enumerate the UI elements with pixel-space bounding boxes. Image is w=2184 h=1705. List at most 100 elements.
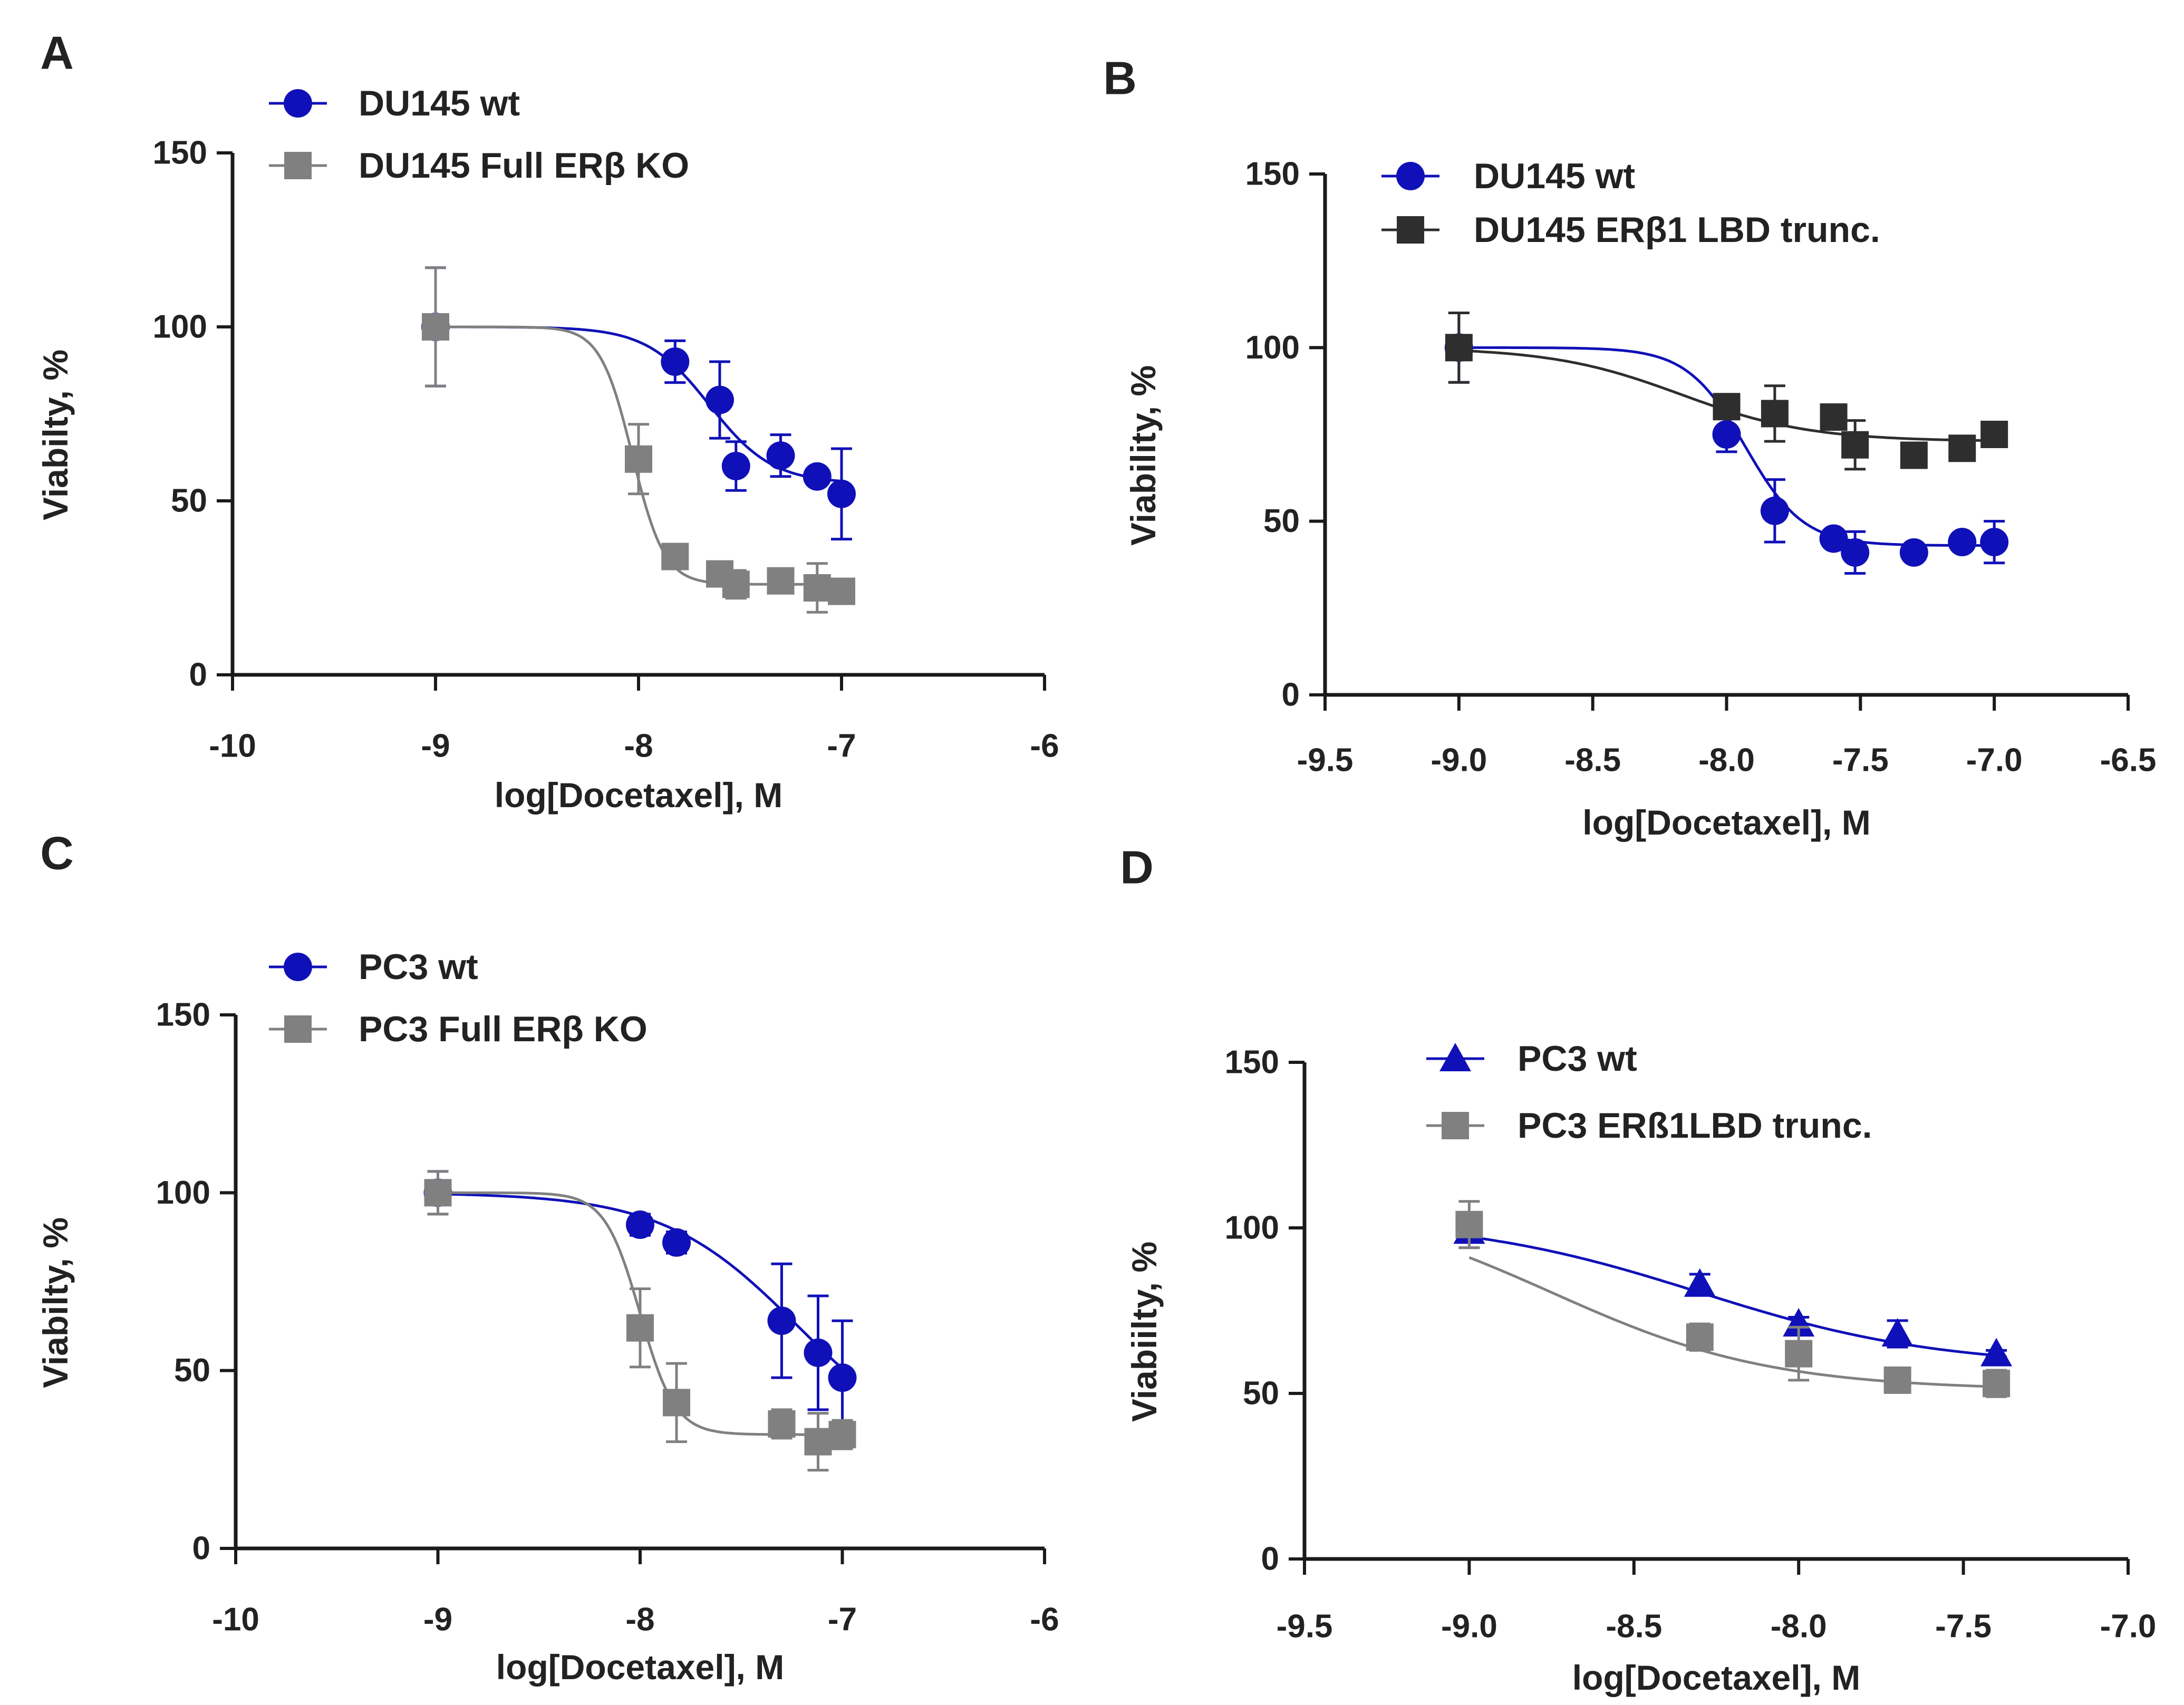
panel-a-x-tick-label: -9 [421,728,450,764]
panel-b-x-tick-label: -8.0 [1698,742,1755,779]
panel-a-x-tick-label: -7 [827,728,856,764]
panel-b-data-point [1761,400,1789,428]
panel-b-y-tick-label: 0 [1282,677,1300,713]
panel-a-data-point [422,313,449,341]
panel-a-y-axis-title: Viabilty, % [36,350,75,520]
panel-d-x-tick-label: -7.5 [1935,1609,1992,1645]
panel-b-y-tick-label: 100 [1245,330,1300,366]
panel-d-x-tick-label: -8.5 [1606,1609,1662,1645]
panel-b-series-1 [1444,311,2009,575]
panel-d-legend-item-1: PC3 wt [1426,1039,1637,1079]
panel-b: B 0 50 100 150 -9.5 -9.0 -8.5 -8.0 -7.5 -7.0 -6.5 lo… [1103,52,2156,842]
panel-b-legend-label: DU145 wt [1474,156,1635,196]
panel-c-data-point [804,1338,833,1367]
panel-b-data-point [1713,393,1741,421]
panel-b-x-axis-title: log[Docetaxel], M [1582,803,1870,842]
panel-c-y-tick-label: 100 [156,1175,210,1211]
panel-c-series-1 [423,1170,857,1436]
panel-a: A 0 50 100 150 -10 -9 -8 -7 -6 log[Docetaxel], M Vi… [36,27,1059,815]
panel-a-y-tick-label: 150 [153,135,207,171]
panel-a-legend-label: DU145 wt [359,83,520,123]
panel-a-data-point [661,347,690,376]
panel-d-data-point [1686,1323,1714,1351]
panel-d-data-point [1455,1210,1483,1238]
panel-b-data-point [1819,524,1848,553]
panel-a-legend-item-2: DU145 Full ERβ KO [269,146,689,186]
panel-a-legend-marker [284,152,312,179]
panel-a-data-point [721,452,750,480]
panel-c-legend-marker [284,1015,312,1043]
panel-c-x-tick-label: -6 [1030,1602,1059,1638]
panel-c-y-tick-label: 50 [174,1352,210,1389]
panel-c-legend-item-2: PC3 Full ERβ KO [269,1009,648,1049]
panel-c-data-point [828,1363,857,1392]
panel-c: C 0 50 100 150 -10 -9 -8 -7 -6 log[Docetaxel], M Vi… [36,827,1059,1687]
panel-d-x-tick-label: -9.0 [1441,1609,1497,1645]
panel-d-data-point [1684,1268,1716,1297]
panel-c-data-point [626,1210,654,1239]
panel-a-legend-marker [284,89,312,118]
panel-c-y-tick-label: 150 [156,997,210,1033]
panel-c-x-tick-label: -8 [625,1602,654,1638]
panel-d-y-tick-label: 100 [1225,1210,1279,1246]
panel-b-legend-marker [1396,162,1425,190]
panel-c-data-point [662,1228,691,1257]
panel-d-y-tick-label: 0 [1261,1541,1279,1577]
panel-c-legend-item-1: PC3 wt [269,947,478,987]
panel-c-data-point [424,1179,452,1207]
panel-b-data-point [1820,403,1848,431]
panel-d-series-2 [1455,1200,2011,1398]
panel-b-x-tick-label: -8.5 [1564,742,1621,779]
panel-b-data-point [1980,528,2009,557]
panel-b-legend-marker [1397,216,1424,244]
panel-b-legend-item-2: DU145 ERβ1 LBD trunc. [1381,210,1880,250]
panel-a-x-tick-label: -10 [209,728,256,764]
panel-a-data-point [625,445,652,473]
panel-d-letter: D [1120,841,1154,894]
panel-a-data-point [803,462,832,491]
panel-b-y-tick-label: 150 [1245,156,1300,192]
panel-a-data-point [828,577,855,605]
panel-a-letter: A [40,27,74,79]
panel-b-data-point [1712,420,1741,449]
panel-d-legend-item-2: PC3 ERß1LBD trunc. [1426,1106,1872,1146]
panel-a-x-tick-label: -6 [1030,728,1059,764]
panel-d-data-point [1785,1340,1813,1368]
panel-b-y-axis-title: Viability, % [1124,365,1163,546]
panel-b-x-tick-label: -7.0 [1966,742,2023,779]
panel-b-y-tick-label: 50 [1263,503,1300,539]
panel-a-data-point [767,567,795,595]
panel-b-data-point [1760,496,1789,525]
panel-d-legend-label: PC3 wt [1518,1039,1637,1079]
panel-c-x-tick-label: -7 [828,1602,857,1638]
panel-b-data-point [1841,431,1869,459]
panel-a-legend-item-1: DU145 wt [269,83,520,123]
panel-c-x-tick-label: -10 [212,1602,259,1638]
panel-d-data-point [1983,1370,2011,1398]
panel-d-data-point [1883,1366,1911,1394]
panel-d-data-point [1783,1308,1815,1337]
panel-c-series-2 [424,1170,856,1472]
panel-d-y-tick-label: 50 [1243,1375,1279,1412]
panel-c-data-point [804,1428,832,1456]
panel-d-data-point [1980,1338,2013,1367]
panel-b-letter: B [1103,52,1137,104]
panel-c-y-tick-label: 0 [192,1530,210,1567]
panel-a-data-point [661,542,689,570]
panel-b-data-point [1445,334,1473,362]
panel-b-data-point [1899,538,1928,567]
panel-b-data-point [1900,441,1928,469]
panel-b-data-point [1948,528,1977,557]
panel-d-data-point [1881,1318,1914,1346]
panel-d-series-1 [1453,1213,2013,1367]
panel-c-data-point [768,1410,796,1438]
panel-d-y-tick-label: 150 [1225,1044,1279,1081]
panel-b-data-point [1980,421,2008,448]
panel-b-data-point [1841,538,1870,567]
panel-c-legend-label: PC3 wt [359,947,478,987]
panel-a-x-tick-label: -8 [624,728,653,764]
panel-d-x-axis-title: log[Docetaxel], M [1572,1658,1860,1697]
panel-b-data-point [1948,434,1976,462]
